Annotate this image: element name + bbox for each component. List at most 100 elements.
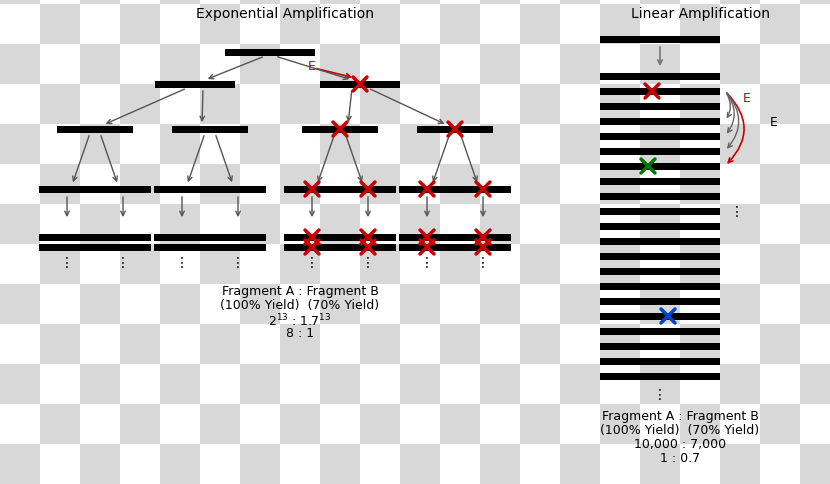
Bar bbox=[120, 324, 160, 364]
Bar bbox=[200, 205, 240, 244]
Bar bbox=[0, 285, 40, 324]
Bar bbox=[360, 165, 400, 205]
Bar bbox=[800, 244, 830, 285]
Bar bbox=[95, 244, 151, 251]
Bar bbox=[560, 125, 600, 165]
Bar bbox=[640, 0, 680, 5]
Bar bbox=[320, 205, 360, 244]
Text: ⋮: ⋮ bbox=[420, 256, 434, 270]
Text: 8 : 1: 8 : 1 bbox=[286, 326, 314, 339]
Bar bbox=[400, 165, 440, 205]
Bar bbox=[455, 244, 511, 251]
Bar bbox=[800, 404, 830, 444]
Bar bbox=[600, 268, 720, 275]
Bar bbox=[200, 364, 240, 404]
Bar bbox=[154, 244, 210, 251]
Bar bbox=[600, 125, 640, 165]
Bar bbox=[280, 444, 320, 484]
Bar bbox=[360, 5, 400, 45]
Bar bbox=[0, 5, 40, 45]
Bar bbox=[560, 324, 600, 364]
Bar bbox=[240, 205, 280, 244]
Bar bbox=[210, 244, 266, 251]
Bar bbox=[320, 45, 360, 85]
Text: E: E bbox=[770, 115, 778, 128]
Bar bbox=[40, 364, 80, 404]
Bar bbox=[40, 205, 80, 244]
Bar bbox=[600, 328, 720, 335]
Bar bbox=[560, 244, 600, 285]
Bar bbox=[640, 364, 680, 404]
Bar bbox=[640, 85, 680, 125]
Bar bbox=[0, 444, 40, 484]
Bar bbox=[760, 444, 800, 484]
Bar bbox=[600, 373, 720, 380]
Bar bbox=[80, 205, 120, 244]
Bar bbox=[360, 244, 400, 285]
Bar bbox=[720, 85, 760, 125]
Bar bbox=[800, 165, 830, 205]
Text: Fragment A : Fragment B: Fragment A : Fragment B bbox=[222, 285, 378, 297]
Bar bbox=[360, 205, 400, 244]
Bar bbox=[360, 444, 400, 484]
Bar bbox=[640, 205, 680, 244]
Bar bbox=[120, 205, 160, 244]
Bar bbox=[760, 205, 800, 244]
Bar bbox=[640, 5, 680, 45]
Bar bbox=[400, 285, 440, 324]
Bar bbox=[520, 45, 560, 85]
Bar bbox=[760, 0, 800, 5]
Bar bbox=[680, 364, 720, 404]
Bar bbox=[57, 126, 133, 133]
Bar bbox=[320, 324, 360, 364]
Bar bbox=[600, 5, 640, 45]
Text: ⋮: ⋮ bbox=[730, 205, 744, 219]
Bar bbox=[480, 285, 520, 324]
Bar bbox=[680, 244, 720, 285]
Bar bbox=[760, 244, 800, 285]
Text: E: E bbox=[743, 92, 751, 106]
Bar bbox=[800, 324, 830, 364]
Bar bbox=[80, 125, 120, 165]
Bar bbox=[480, 444, 520, 484]
Bar bbox=[800, 85, 830, 125]
Bar bbox=[600, 364, 640, 404]
Bar bbox=[360, 45, 400, 85]
Bar bbox=[480, 324, 520, 364]
Bar bbox=[399, 186, 455, 193]
Bar bbox=[120, 444, 160, 484]
Bar bbox=[800, 125, 830, 165]
Bar bbox=[200, 165, 240, 205]
Bar bbox=[600, 404, 640, 444]
Bar bbox=[480, 404, 520, 444]
Bar bbox=[40, 45, 80, 85]
Bar bbox=[0, 0, 40, 5]
Bar bbox=[600, 253, 720, 260]
Bar bbox=[240, 364, 280, 404]
Bar bbox=[640, 125, 680, 165]
Bar bbox=[200, 444, 240, 484]
Bar bbox=[200, 0, 240, 5]
Bar bbox=[640, 285, 680, 324]
Text: ⋮: ⋮ bbox=[116, 256, 130, 270]
Bar bbox=[80, 5, 120, 45]
Bar bbox=[680, 324, 720, 364]
Bar bbox=[680, 125, 720, 165]
Bar bbox=[455, 186, 511, 193]
Text: ⋮: ⋮ bbox=[60, 256, 74, 270]
Bar bbox=[40, 324, 80, 364]
Bar bbox=[160, 0, 200, 5]
Bar bbox=[0, 165, 40, 205]
Bar bbox=[320, 444, 360, 484]
Bar bbox=[720, 205, 760, 244]
Bar bbox=[417, 126, 493, 133]
Bar bbox=[320, 0, 360, 5]
Bar bbox=[720, 165, 760, 205]
Bar bbox=[520, 285, 560, 324]
Bar bbox=[440, 165, 480, 205]
Bar bbox=[800, 5, 830, 45]
Bar bbox=[440, 244, 480, 285]
Bar bbox=[480, 205, 520, 244]
Bar bbox=[800, 364, 830, 404]
Bar bbox=[240, 324, 280, 364]
